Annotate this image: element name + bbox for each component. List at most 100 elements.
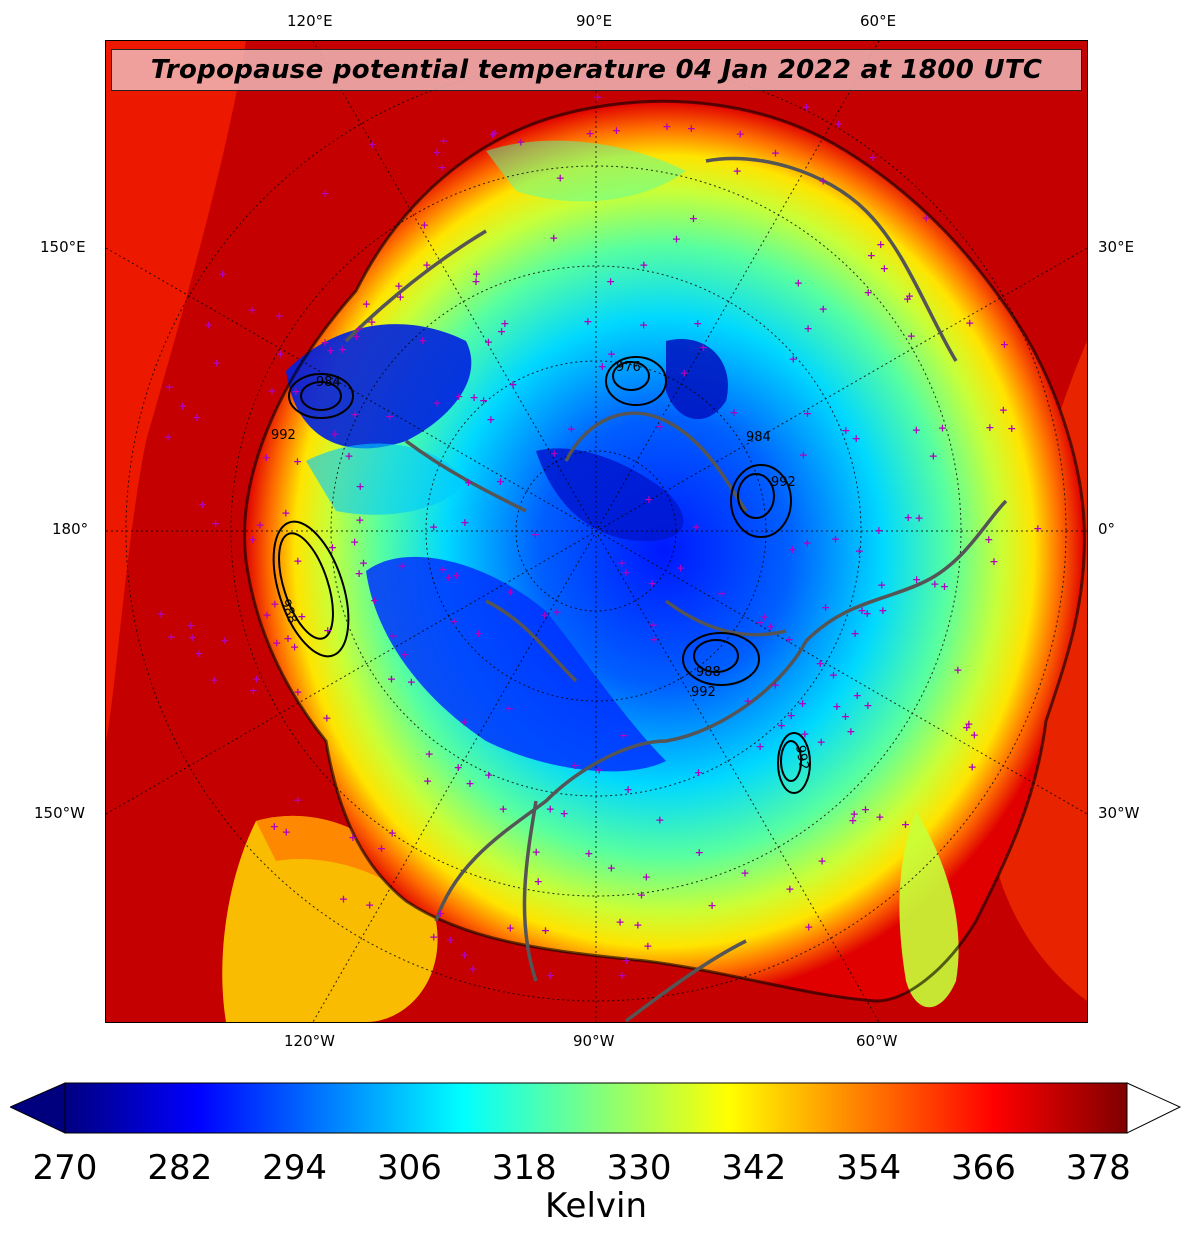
station-marker: + [798,697,807,710]
station-marker: + [354,323,363,336]
contour-label: 984 [316,375,341,390]
station-marker: + [352,330,361,343]
colorbar-tick-label: 270 [32,1148,98,1188]
station-marker: + [639,319,648,332]
station-marker: + [929,450,938,463]
station-marker: + [695,846,704,859]
station-marker: + [220,634,229,647]
station-marker: + [348,831,357,844]
station-marker: + [484,336,493,349]
station-marker: + [479,394,488,407]
colorbar-tick-label: 378 [1065,1148,1131,1188]
station-marker: + [293,555,302,568]
station-marker: + [880,262,889,275]
contour-label: 976 [616,360,641,375]
station-marker: + [743,695,752,708]
station-marker: + [649,633,658,646]
station-marker: + [534,875,543,888]
station-marker: + [877,579,886,592]
station-marker: + [508,378,517,391]
station-marker: + [560,807,569,820]
station-marker: + [356,480,365,493]
station-marker: + [864,286,873,299]
lon-label-bottom: 60°W [856,1032,898,1050]
station-marker: + [444,571,453,584]
contour-labels: 984 992 988 976 984 992 988 992 992 [271,360,811,771]
station-marker: + [617,969,626,982]
station-marker: + [593,91,602,104]
station-marker: + [368,138,377,151]
colorbar-tick-label: 282 [147,1148,213,1188]
station-marker: + [953,663,962,676]
station-marker: + [789,353,798,366]
station-marker: + [788,543,797,556]
colorbar-high-extend [1126,1082,1182,1134]
station-marker: + [192,411,201,424]
colorbar-low-extend [10,1082,66,1134]
station-marker: + [252,672,261,685]
station-marker: + [777,719,786,732]
station-marker: + [583,315,592,328]
station-marker: + [276,347,285,360]
station-marker: + [914,511,923,524]
station-marker: + [905,290,914,303]
station-marker: + [970,729,979,742]
station-marker: + [541,924,550,937]
colorbar-tick-label: 342 [721,1148,787,1188]
station-marker: + [350,408,359,421]
station-marker: + [699,341,708,354]
station-marker: + [209,674,218,687]
station-marker: + [282,826,291,839]
colorbar [10,1082,1182,1134]
station-marker: + [248,533,257,546]
station-marker: + [429,520,438,533]
station-marker: + [326,344,335,357]
station-marker: + [912,573,921,586]
station-marker: + [968,760,977,773]
station-marker: + [459,715,468,728]
station-marker: + [272,637,281,650]
lon-label-bottom: 90°W [573,1032,615,1050]
lon-label-left: 150°E [40,238,86,256]
station-marker: + [766,620,775,633]
station-marker: + [829,668,838,681]
station-marker: + [556,171,565,184]
station-marker: + [167,631,176,644]
station-marker: + [275,310,284,323]
station-marker: + [156,608,165,621]
station-marker: + [907,329,916,342]
station-marker: + [488,128,497,141]
station-marker: + [570,759,579,772]
station-marker: + [429,931,438,944]
station-marker: + [787,709,796,722]
station-marker: + [619,729,628,742]
station-marker: + [418,334,427,347]
station-marker: + [499,802,508,815]
station-marker: + [350,535,359,548]
station-marker: + [901,818,910,831]
station-marker: + [707,899,716,912]
station-marker: + [733,165,742,178]
station-marker: + [394,280,403,293]
station-marker: + [594,763,603,776]
station-marker: + [255,519,264,532]
station-marker: + [377,842,386,855]
station-marker: + [691,520,700,533]
station-marker: + [339,893,348,906]
station-marker: + [212,356,221,369]
station-marker: + [397,560,406,573]
station-marker: + [496,475,505,488]
station-marker: + [585,127,594,140]
station-marker: + [607,348,616,361]
station-marker: + [1000,338,1009,351]
station-marker: + [687,122,696,135]
station-marker: + [354,567,363,580]
colorbar-tick-label: 330 [606,1148,672,1188]
contour-label: 992 [691,685,716,700]
station-marker: + [198,498,207,511]
station-marker: + [211,517,220,530]
station-marker: + [439,135,448,148]
station-marker: + [505,702,514,715]
station-marker: + [863,699,872,712]
station-markers: + + + + + + + + + + + + + + + + + + + + + + + + + + + + + + + + + + + + + + + +… [156,58,1042,982]
